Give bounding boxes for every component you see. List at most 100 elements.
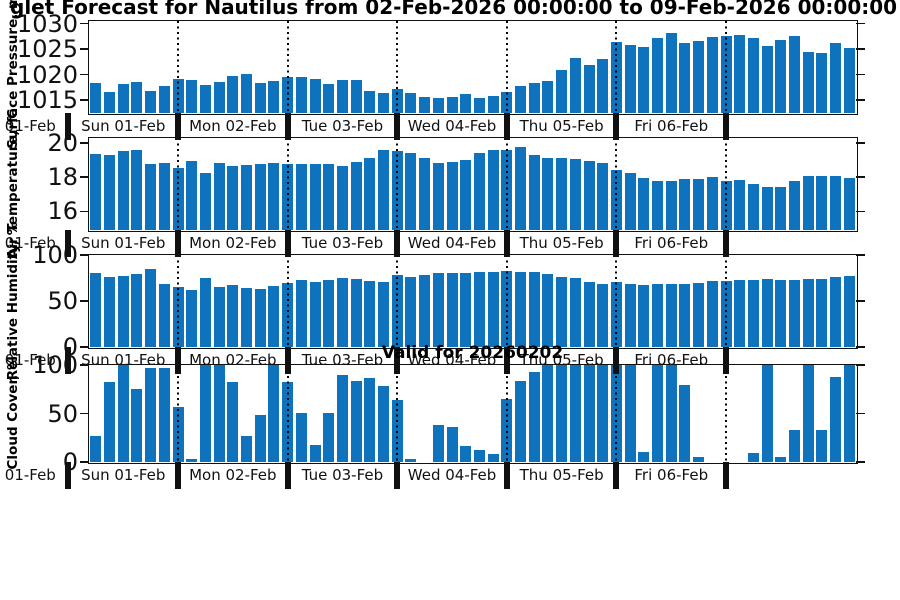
day-boundary-line <box>396 21 399 113</box>
bar <box>515 380 527 462</box>
bar <box>693 40 705 113</box>
bar <box>131 82 143 113</box>
day-boundary-mark <box>394 112 401 140</box>
y-tick-right <box>856 176 865 178</box>
bar <box>624 284 636 347</box>
bar <box>295 279 307 347</box>
day-boundary-mark <box>65 112 72 140</box>
bar <box>487 149 499 230</box>
y-tick-label: 1025 <box>16 35 78 64</box>
bar <box>323 163 335 230</box>
bar <box>378 149 390 230</box>
day-label: Fri 06-Feb <box>634 116 709 135</box>
bar <box>158 284 170 347</box>
bar <box>528 371 540 462</box>
bar <box>487 95 499 113</box>
bar <box>747 279 759 347</box>
bar <box>487 272 499 347</box>
day-label-clipped: Sun 01-Feb <box>0 465 56 484</box>
bar <box>186 79 198 113</box>
y-tick-left <box>80 73 89 76</box>
bar <box>186 289 198 347</box>
day-label: Tue 03-Feb <box>301 116 384 135</box>
bar <box>117 150 129 230</box>
day-boundary-mark <box>503 229 510 257</box>
bar <box>336 79 348 113</box>
y-tick-right <box>856 73 865 76</box>
bar <box>419 96 431 113</box>
bar <box>90 435 102 462</box>
y-tick-left <box>80 48 89 50</box>
bar <box>131 389 143 462</box>
y-tick-label: 18 <box>47 163 78 192</box>
bar <box>597 162 609 230</box>
day-boundary-mark <box>613 461 620 489</box>
bar <box>323 84 335 113</box>
bar <box>364 280 376 347</box>
day-boundary-mark <box>394 229 401 257</box>
bar <box>117 276 129 347</box>
bar <box>364 90 376 113</box>
day-boundary-mark <box>503 346 510 374</box>
day-boundary-mark <box>394 346 401 374</box>
day-label: Sun 01-Feb <box>81 350 166 369</box>
day-boundary-mark <box>65 346 72 374</box>
bar <box>761 46 773 113</box>
y-tick-left <box>80 461 89 463</box>
day-boundary-mark <box>613 346 620 374</box>
bar <box>199 365 211 462</box>
day-boundary-line <box>396 138 399 230</box>
bar <box>419 275 431 347</box>
bar <box>432 273 444 347</box>
bar <box>665 284 677 347</box>
bar <box>295 163 307 230</box>
bar <box>158 162 170 230</box>
bar <box>405 93 417 113</box>
bar <box>446 161 458 230</box>
day-boundary-line <box>615 138 618 230</box>
bar <box>802 365 814 462</box>
bar <box>227 76 239 113</box>
bar <box>665 181 677 230</box>
bar <box>378 281 390 347</box>
day-boundary-line <box>505 21 508 113</box>
y-tick-left <box>80 300 89 302</box>
day-boundary-line <box>725 255 728 347</box>
bar <box>775 457 787 462</box>
day-boundary-line <box>615 255 618 347</box>
bar <box>597 365 609 462</box>
bar <box>679 178 691 230</box>
bar <box>569 159 581 230</box>
day-boundary-mark <box>284 346 291 374</box>
bar <box>350 380 362 462</box>
bar <box>199 85 211 113</box>
day-boundary-line <box>396 255 399 347</box>
bar <box>542 365 554 462</box>
bar <box>761 278 773 347</box>
day-boundary-mark <box>503 112 510 140</box>
day-label: Wed 04-Feb <box>407 116 497 135</box>
bar <box>802 52 814 113</box>
day-boundary-mark <box>175 346 182 374</box>
day-boundary-line <box>177 255 180 347</box>
bar <box>309 444 321 462</box>
bar <box>227 166 239 230</box>
day-label: Thu 05-Feb <box>519 233 604 252</box>
bar <box>830 376 842 462</box>
bar <box>90 154 102 230</box>
day-label: Sun 01-Feb <box>81 233 166 252</box>
bar <box>104 92 116 113</box>
bar <box>775 186 787 230</box>
y-tick-left <box>80 254 89 256</box>
day-boundary-mark <box>613 112 620 140</box>
bar <box>227 382 239 462</box>
bar <box>816 52 828 113</box>
day-label: Wed 04-Feb <box>407 350 497 369</box>
bar <box>446 273 458 347</box>
day-label: Fri 06-Feb <box>634 350 709 369</box>
bar <box>652 37 664 113</box>
bar <box>473 450 485 462</box>
bar <box>843 48 855 113</box>
day-boundary-mark <box>394 461 401 489</box>
bar <box>679 283 691 347</box>
